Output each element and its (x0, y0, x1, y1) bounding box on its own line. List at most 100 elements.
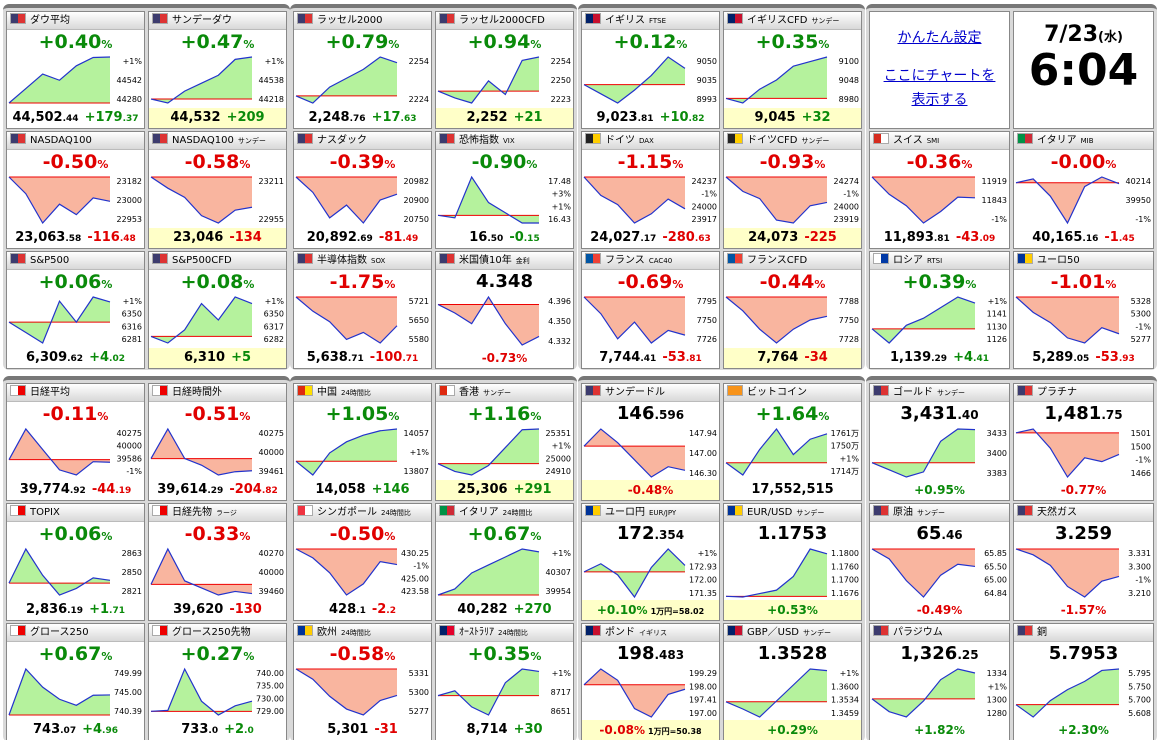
axis-label: 24237 (692, 177, 717, 186)
tile-sub: イギリス (639, 629, 667, 637)
change: -31 (374, 722, 398, 737)
change-pct: -0.69% (582, 271, 719, 293)
mini-chart: 24274 -1% 24000 23919 (725, 176, 859, 224)
pct: -0.08% (599, 723, 645, 737)
tile: イタリア MIB -0.00% 40214 39950 -1% 40,165.16 -1.45 (1013, 131, 1154, 249)
chart-line (583, 548, 686, 599)
chart-line (8, 176, 111, 225)
chart-area (296, 57, 397, 103)
tile: 恐怖指数 VIX -0.90% 17.48 +3% +1% 16.43 16.50 -0.15 (435, 131, 574, 249)
flag (585, 625, 601, 636)
pct-value: +0.06 (38, 523, 102, 545)
tile-header: GBP／USD サンデー (724, 624, 861, 642)
pct-value: +1.82 (914, 723, 954, 737)
mini-chart: 65.85 65.50 65.00 64.84 (871, 548, 1007, 598)
tile-name: ドイツCFD (747, 135, 798, 146)
price-decimal: .17 (640, 234, 657, 244)
tile-sub: 24時間比 (341, 629, 371, 637)
pct-value: +0.39 (902, 271, 966, 293)
settings-link[interactable]: かんたん設定 (897, 30, 982, 46)
axis-label: -1% (1135, 456, 1151, 465)
tile-header: 中国 24時間比 (294, 384, 431, 402)
change-pct: -1.57% (1014, 600, 1153, 620)
tile-name: 日経時間外 (172, 387, 222, 398)
price: 39,620 (173, 602, 224, 617)
axis-label: +1% (840, 454, 860, 463)
change: +4.02 (89, 350, 125, 365)
change-decimal: .48 (119, 234, 136, 244)
tile-header: ナスダック (294, 132, 431, 150)
axis-label: -1% (991, 215, 1007, 224)
tile-name: ドイツ (605, 135, 635, 146)
chart-area (151, 549, 252, 595)
change-value: -43 (955, 230, 980, 245)
price-row: 24,073 -225 (724, 228, 861, 248)
axis-label: 65.50 (984, 562, 1007, 571)
change: -53.93 (1095, 350, 1134, 365)
change-pct: +0.12% (582, 31, 719, 53)
price: 7,764 (757, 350, 799, 365)
tile: 半導体指数 SOX -1.75% 5721 5650 5580 5,638.71 -100.7… (293, 251, 432, 369)
chart-line (1015, 668, 1120, 718)
tile-name: グロース250 (30, 627, 89, 638)
axis-label: 5277 (409, 707, 429, 716)
change: -43.09 (956, 230, 995, 245)
change: +5 (231, 350, 251, 365)
tile: ｵｰｽﾄﾗﾘｱ 24時間比 +0.35% +1% 8717 8651 8,714 +30 (435, 623, 574, 740)
flag (439, 505, 455, 516)
axis-label: +1% (988, 682, 1008, 691)
price: 39,614 (157, 482, 208, 497)
change-decimal: .93 (1118, 354, 1135, 364)
tile: ポンド イギリス 198.483 199.29 198.00 197.41 197.00 -0… (581, 623, 720, 740)
flag (1017, 385, 1033, 396)
axis-label: 735.00 (256, 682, 284, 691)
axis-label: 8717 (551, 688, 571, 697)
change: +17.63 (372, 110, 417, 125)
price: 40,165 (1032, 230, 1083, 245)
price: 8,714 (466, 722, 508, 737)
change-decimal: .2 (386, 606, 396, 616)
chart-area (584, 429, 685, 477)
price: 1.3528 (724, 643, 861, 664)
chart-area (438, 57, 539, 103)
tile-name: イタリア (459, 507, 499, 518)
change: -225 (804, 230, 837, 245)
change-pct: -0.77% (1014, 480, 1153, 500)
flag (152, 505, 168, 516)
tile-name: 恐怖指数 (459, 135, 499, 146)
change-pct: +0.29% (724, 720, 861, 740)
pct-unit: % (1105, 278, 1117, 291)
chart-line (295, 668, 398, 716)
change-value: +4 (82, 722, 103, 737)
chart-line (871, 176, 976, 224)
pct-value: +0.67 (38, 643, 102, 665)
change-pct: -0.08% 1万円=50.38 (582, 720, 719, 740)
date: 7/23(水) (1014, 22, 1153, 47)
price: 44,532 (170, 110, 221, 125)
tile-name: ラッセル2000 (317, 15, 383, 26)
tile: S&P500CFD +0.08% +1% 6350 6317 6282 6,310 +5 (148, 251, 287, 369)
price-decimal: .07 (60, 726, 77, 736)
chart-area (1016, 549, 1119, 597)
price-decimal: .40 (957, 408, 979, 422)
axis-label: 7728 (839, 335, 859, 344)
chart-link[interactable]: ここにチャートを表示する (883, 68, 996, 108)
tile-header: ロシア RTSI (870, 252, 1009, 270)
tile-sub: サンデー (483, 389, 511, 397)
pct-value: -0.58 (329, 643, 385, 665)
tile-name: パラジウム (893, 627, 943, 638)
change-value: -53 (662, 350, 686, 365)
pct-unit: % (676, 38, 688, 51)
axis-label: 22955 (259, 215, 284, 224)
price-row: 743.07 +4.96 (7, 720, 144, 740)
pct-value: +0.35 (755, 31, 819, 53)
tile-header: EUR/USD サンデー (724, 504, 861, 522)
price: 428 (329, 602, 357, 617)
mini-chart: 40214 39950 -1% (1015, 176, 1151, 225)
flag (873, 505, 889, 516)
tile: フランス CAC40 -0.69% 7795 7750 7726 7,744.41 -53.8… (581, 251, 720, 369)
axis-label: 749.99 (114, 669, 142, 678)
axis-label: 7726 (697, 335, 717, 344)
axis-label: 4.350 (548, 317, 571, 326)
chart-line (437, 56, 540, 104)
